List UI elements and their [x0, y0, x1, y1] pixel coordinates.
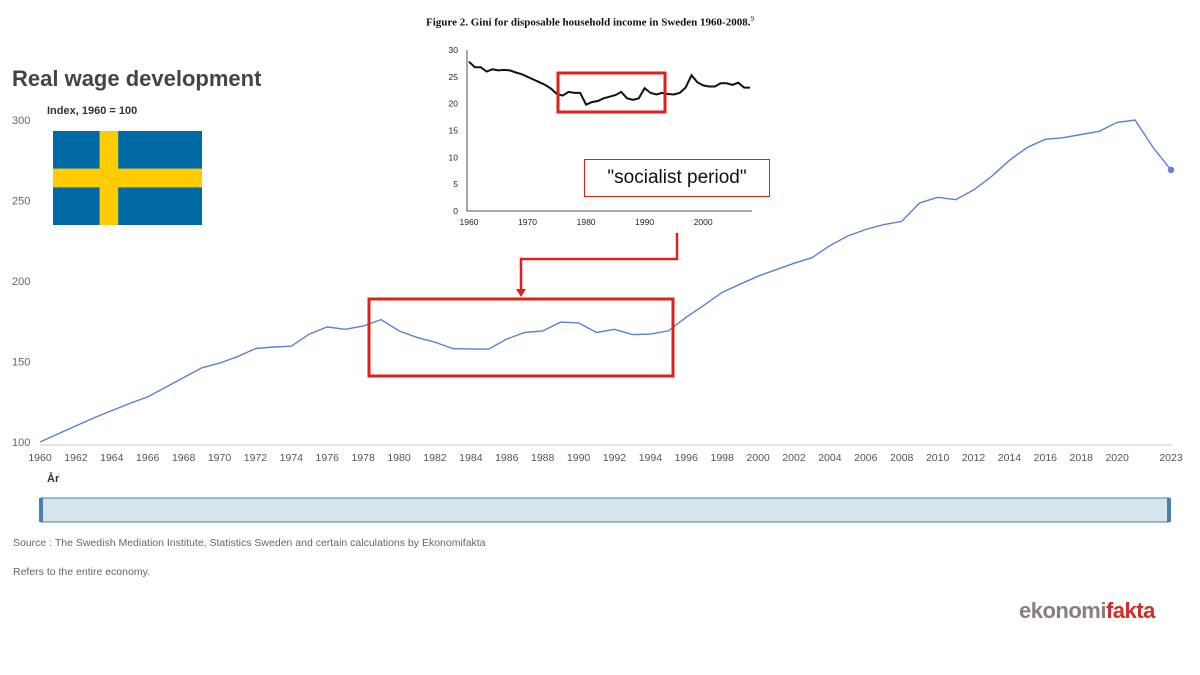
gini-y-tick-label: 15	[449, 126, 459, 136]
range-navigator[interactable]	[40, 497, 1170, 523]
gini-y-tick-label: 10	[449, 152, 459, 162]
x-tick-label: 1990	[567, 452, 591, 464]
ekonomifakta-logo: ekonomifakta	[1019, 598, 1155, 623]
x-tick-label: 1980	[387, 452, 411, 464]
x-tick-label: 2018	[1070, 452, 1094, 464]
last-data-point[interactable]	[1167, 166, 1175, 174]
gini-x-tick-label: 2000	[694, 217, 713, 227]
x-tick-label: 1970	[208, 452, 232, 464]
gini-x-tick-label: 1960	[460, 217, 479, 227]
x-tick-label: 1976	[316, 452, 340, 464]
gini-y-tick-label: 25	[449, 72, 459, 82]
y-tick-label: 100	[12, 437, 30, 449]
x-tick-label: 1998	[711, 452, 735, 464]
y-tick-label: 200	[12, 276, 30, 288]
x-axis-title: År	[47, 472, 60, 485]
x-tick-label: 2006	[854, 452, 878, 464]
gini-y-axis: 0 5 10 15 20 25 30	[449, 45, 459, 216]
gini-y-tick-label: 5	[453, 179, 458, 189]
source-text: Source : The Swedish Mediation Institute…	[13, 537, 486, 549]
y-tick-label: 250	[12, 196, 30, 208]
x-tick-label: 2016	[1034, 452, 1058, 464]
x-tick-label: 2012	[962, 452, 986, 464]
x-tick-label: 1996	[675, 452, 699, 464]
arrow-head-lower	[516, 289, 526, 297]
x-tick-label: 1972	[244, 452, 268, 464]
x-tick-label: 2000	[746, 452, 770, 464]
x-tick-label: 1962	[64, 452, 88, 464]
x-tick-label: 1968	[172, 452, 196, 464]
y-axis: 100 150 200 250 300	[12, 115, 30, 449]
x-tick-label: 1964	[100, 452, 124, 464]
gini-y-tick-label: 0	[453, 206, 458, 216]
x-tick-label: 1988	[531, 452, 555, 464]
note-text: Refers to the entire economy.	[13, 566, 150, 578]
x-tick-label: 2008	[890, 452, 914, 464]
x-tick-label: 1982	[423, 452, 447, 464]
sweden-flag-icon	[53, 131, 202, 225]
gini-series-line	[468, 61, 750, 107]
y-tick-label: 300	[12, 115, 30, 127]
chart-title: Real wage development	[12, 66, 262, 91]
gini-chart: 0 5 10 15 20 25 30 1960 1970 1980 1990 2000	[449, 45, 752, 227]
x-tick-label: 2014	[998, 452, 1022, 464]
gini-figure-caption: Figure 2. Gini for disposable household …	[426, 15, 754, 29]
wage-series-line	[39, 119, 1172, 443]
gini-x-tick-label: 1990	[635, 217, 654, 227]
x-tick-label: 2020	[1105, 452, 1129, 464]
x-tick-label: 1992	[603, 452, 627, 464]
x-tick-label: 1994	[639, 452, 663, 464]
x-tick-label: 1984	[459, 452, 483, 464]
chart-subtitle: Index, 1960 = 100	[47, 105, 138, 117]
x-tick-label: 1978	[351, 452, 375, 464]
navigator-handle-left[interactable]	[39, 498, 43, 522]
x-tick-label: 1960	[28, 452, 52, 464]
x-tick-label: 2010	[926, 452, 950, 464]
gini-x-tick-label: 1980	[577, 217, 596, 227]
x-axis: 1960 1962 1964 1966 1968 1970 1972 1974 1976 1978…	[28, 452, 1183, 464]
x-tick-label: 1986	[495, 452, 519, 464]
gini-x-tick-label: 1970	[518, 217, 537, 227]
x-tick-label: 2004	[818, 452, 842, 464]
x-tick-label: 2023	[1159, 452, 1183, 464]
gini-x-axis: 1960 1970 1980 1990 2000	[460, 217, 713, 227]
gini-y-tick-label: 20	[449, 99, 459, 109]
x-tick-label: 2002	[782, 452, 806, 464]
y-tick-label: 150	[12, 357, 30, 369]
gini-y-tick-label: 30	[449, 45, 459, 55]
x-tick-label: 1974	[280, 452, 304, 464]
socialist-period-callout: "socialist period"	[584, 159, 770, 197]
x-tick-label: 1966	[136, 452, 160, 464]
gini-highlight	[556, 71, 667, 114]
navigator-handle-right[interactable]	[1167, 498, 1171, 522]
socialist-period-highlight	[367, 297, 675, 378]
gini-inset-figure: Figure 2. Gini for disposable household …	[410, 8, 770, 233]
